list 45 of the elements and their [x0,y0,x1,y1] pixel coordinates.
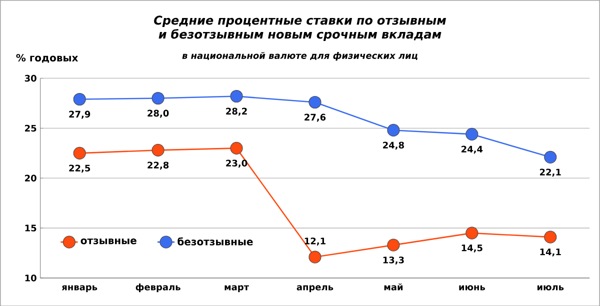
point [152,144,164,156]
data-label: 27,9 [69,110,90,119]
point [387,124,400,136]
x-tick-label: июнь [459,285,485,290]
x-tick-label: июль [537,285,564,290]
x-tick-label: январь [62,285,98,292]
point [308,250,322,264]
data-label: 14,1 [540,248,561,256]
legend-label: отзывные [80,238,136,244]
point [466,226,478,240]
point [544,230,557,244]
point [230,90,243,102]
data-label: 22,1 [540,168,561,176]
data-label: 22,5 [69,164,90,172]
x-tick-label: март [224,285,249,292]
data-label: 23,0 [226,160,248,168]
point [466,128,478,140]
x-tick-label: май [384,283,403,290]
legend-label: безотзывные [178,237,253,246]
data-label: 13,3 [383,256,404,264]
point [152,92,164,104]
data-label: 28,0 [148,110,169,118]
y-tick-label: 10 [25,274,36,282]
chart-title: Средние процентные ставки по отзывным и безотзывным новым срочным вкладам [154,15,446,41]
data-label: 14,5 [462,244,482,252]
y-tick-label: 30 [24,74,36,82]
x-tick-label: февраль [136,283,180,292]
point [544,150,557,164]
x-tick-label: апрель [296,285,334,292]
data-label: 28,2 [226,108,247,116]
y-tick-label: 20 [25,174,36,182]
point [230,142,243,154]
data-label: 24,4 [462,146,483,154]
data-label: 24,8 [383,142,404,150]
point [308,96,322,108]
y-axis-title: % годовых [16,54,78,63]
data-label: 12,1 [304,237,326,246]
point [73,92,86,106]
point [387,238,400,252]
chart-subtitle: в национальной валюте для физических лиц [182,52,418,60]
point [73,146,86,160]
y-tick-label: 15 [25,224,36,232]
data-label: 22,8 [148,162,169,170]
data-label: 27,6 [304,114,326,122]
y-tick-label: 25 [25,124,36,132]
